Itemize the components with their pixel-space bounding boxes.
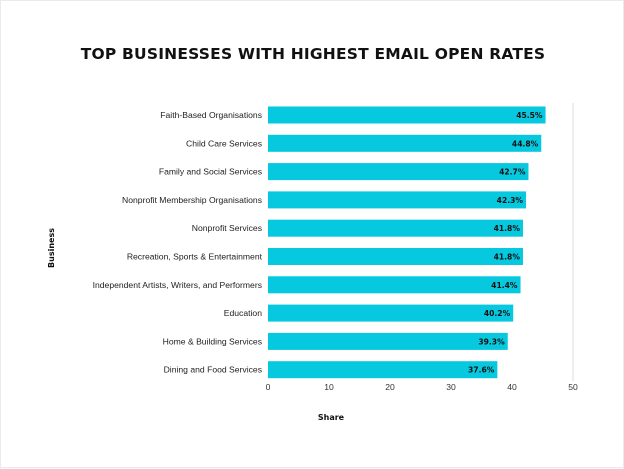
- category-label: Child Care Services: [186, 138, 262, 148]
- category-label: Education: [224, 308, 262, 318]
- x-tick-labels: 0 10 20 30 40 50: [266, 382, 578, 392]
- data-label: 45.5%: [516, 111, 543, 120]
- x-tick-label: 50: [568, 382, 578, 392]
- bar: [268, 106, 546, 124]
- bar: [268, 304, 514, 322]
- category-label: Nonprofit Membership Organisations: [122, 195, 262, 205]
- data-label: 41.8%: [494, 253, 521, 262]
- x-axis-title: Share: [318, 413, 345, 422]
- category-label: Recreation, Sports & Entertainment: [127, 252, 263, 262]
- category-label: Home & Building Services: [163, 336, 262, 346]
- x-tick-label: 10: [324, 382, 334, 392]
- y-axis-title: Business: [47, 228, 56, 268]
- category-label: Dining and Food Services: [164, 365, 262, 375]
- data-label: 41.8%: [494, 224, 521, 233]
- data-label: 39.3%: [478, 337, 505, 346]
- bar: [268, 276, 521, 294]
- bar: [268, 248, 523, 265]
- data-label: 42.7%: [499, 168, 526, 177]
- bar: [268, 191, 527, 209]
- data-label: 44.8%: [512, 139, 539, 148]
- bar: [268, 163, 529, 181]
- x-tick-label: 20: [385, 382, 395, 392]
- data-label: 41.4%: [491, 281, 518, 290]
- bars-group: [268, 106, 546, 379]
- category-label: Nonprofit Services: [192, 223, 262, 233]
- x-tick-label: 0: [266, 382, 271, 392]
- category-labels: Faith-Based Organisations Child Care Serv…: [93, 110, 263, 375]
- bar: [268, 361, 498, 379]
- x-tick-label: 30: [446, 382, 456, 392]
- bar: [268, 134, 542, 152]
- value-labels: 45.5% 44.8% 42.7% 42.3% 41.8% 41.8% 41.4% 40.2%…: [468, 111, 543, 375]
- chart-title: TOP BUSINESSES WITH HIGHEST EMAIL OPEN R…: [80, 45, 546, 63]
- category-label: Independent Artists, Writers, and Perfor…: [93, 280, 262, 290]
- bar: [268, 219, 523, 237]
- category-label: Family and Social Services: [159, 167, 262, 177]
- data-label: 42.3%: [497, 196, 524, 205]
- category-label: Faith-Based Organisations: [160, 110, 262, 120]
- data-label: 37.6%: [468, 366, 495, 375]
- data-label: 40.2%: [484, 309, 511, 318]
- bar: [268, 332, 508, 350]
- x-tick-label: 40: [507, 382, 517, 392]
